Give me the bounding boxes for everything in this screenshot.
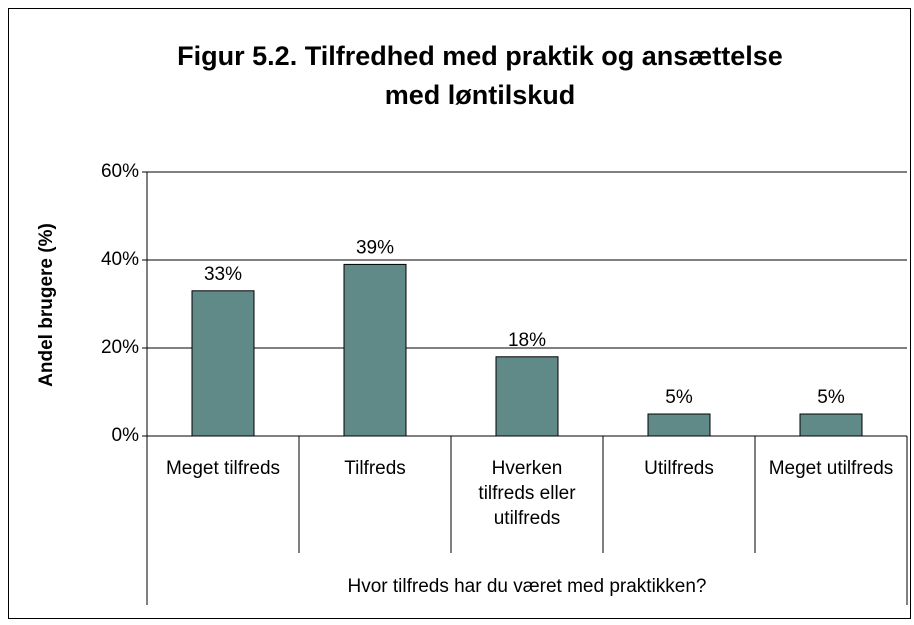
chart-border xyxy=(8,8,911,619)
bar xyxy=(647,413,711,437)
y-tick-label: 40% xyxy=(101,249,139,270)
x-axis-title: Hvor tilfreds har du været med praktikke… xyxy=(347,576,706,597)
data-label: 18% xyxy=(508,330,546,351)
x-tick-label: Hverken tilfreds eller utilfreds xyxy=(478,458,576,529)
y-tick-label: 20% xyxy=(101,337,139,358)
data-label: 5% xyxy=(817,387,845,408)
chart-title: Figur 5.2. Tilfredhed med praktik og ans… xyxy=(177,41,783,71)
y-tick-label: 60% xyxy=(101,161,139,182)
bar xyxy=(343,263,407,437)
x-tick-label: Meget tilfreds xyxy=(165,458,281,479)
y-tick-label: 0% xyxy=(112,425,140,446)
bar xyxy=(799,413,863,437)
bar xyxy=(495,356,559,437)
x-tick-label: Utilfreds xyxy=(644,458,714,479)
bar xyxy=(191,290,255,437)
data-label: 33% xyxy=(204,264,242,285)
data-label: 39% xyxy=(356,237,394,258)
x-tick-label: Tilfreds xyxy=(344,458,406,479)
x-tick-label: Meget utilfreds xyxy=(768,458,894,479)
chart-title: med løntilskud xyxy=(385,80,576,110)
y-axis-title: Andel brugere (%) xyxy=(36,223,57,387)
data-label: 5% xyxy=(665,387,693,408)
